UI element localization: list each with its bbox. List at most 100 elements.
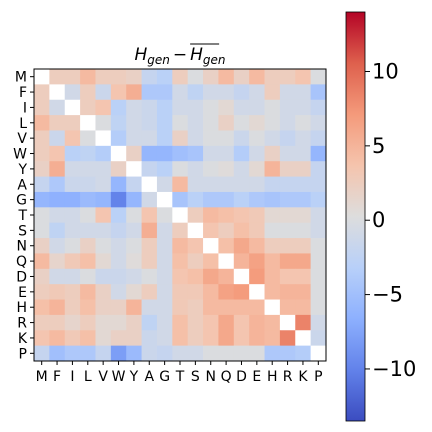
heatmap-cell bbox=[249, 222, 265, 239]
heatmap-cell bbox=[49, 145, 66, 162]
heatmap-cell bbox=[310, 299, 327, 316]
heatmap-cell bbox=[218, 268, 235, 285]
heatmap-cell bbox=[80, 115, 96, 131]
heatmap-cell bbox=[172, 253, 189, 270]
heatmap-cell bbox=[126, 253, 142, 270]
heatmap-cell bbox=[80, 268, 96, 285]
colorbar-tick-label: 0 bbox=[372, 208, 385, 232]
heatmap-cell bbox=[156, 345, 173, 362]
heatmap-cell bbox=[141, 176, 158, 193]
heatmap-cell bbox=[187, 161, 204, 177]
y-tick-label: A bbox=[17, 177, 27, 193]
heatmap-cell bbox=[95, 222, 112, 239]
x-tick-label: R bbox=[283, 369, 293, 385]
heatmap-cell bbox=[141, 238, 158, 254]
heatmap-cell bbox=[218, 176, 235, 193]
heatmap-cell bbox=[264, 238, 281, 254]
heatmap-cell bbox=[233, 314, 250, 331]
heatmap-cell bbox=[126, 84, 142, 101]
heatmap-cell bbox=[126, 191, 142, 208]
heatmap-cell bbox=[172, 284, 189, 300]
heatmap-cell bbox=[279, 130, 296, 147]
heatmap-cell bbox=[34, 222, 50, 239]
heatmap-cell bbox=[203, 207, 219, 224]
heatmap-cell bbox=[187, 238, 204, 254]
heatmap-cell bbox=[80, 330, 96, 347]
y-tick-label: H bbox=[16, 300, 27, 316]
x-tick-label: Q bbox=[221, 369, 232, 385]
heatmap-cell bbox=[187, 84, 204, 101]
heatmap-cell bbox=[249, 268, 265, 285]
heatmap-cell bbox=[64, 84, 81, 101]
heatmap-cell bbox=[264, 69, 281, 85]
heatmap-cell bbox=[110, 268, 127, 285]
heatmap-cell bbox=[295, 176, 312, 193]
heatmap-cell bbox=[203, 145, 219, 162]
heatmap-cell bbox=[172, 314, 189, 331]
heatmap-cell bbox=[156, 176, 173, 193]
heatmap-cell bbox=[187, 130, 204, 147]
x-tick-label: D bbox=[236, 369, 247, 385]
heatmap-cell bbox=[295, 268, 312, 285]
heatmap-cell bbox=[172, 191, 189, 208]
heatmap-cell bbox=[218, 253, 235, 270]
heatmap-cell bbox=[64, 314, 81, 331]
y-tick-label: T bbox=[17, 208, 27, 224]
heatmap-cell bbox=[49, 99, 66, 116]
heatmap-cell bbox=[218, 69, 235, 85]
heatmap-cell bbox=[249, 69, 265, 85]
heatmap-cell bbox=[203, 222, 219, 239]
heatmap-cell bbox=[172, 207, 189, 224]
heatmap-cell bbox=[126, 207, 142, 224]
heatmap-cell bbox=[203, 191, 219, 208]
heatmap-cell bbox=[126, 284, 142, 300]
heatmap-cell bbox=[172, 161, 189, 177]
heatmap-cell bbox=[279, 145, 296, 162]
heatmap-cell bbox=[264, 99, 281, 116]
heatmap-cell bbox=[218, 145, 235, 162]
heatmap-cell bbox=[249, 284, 265, 300]
heatmap-cell bbox=[172, 99, 189, 116]
heatmap-cell bbox=[279, 314, 296, 331]
y-tick-label: L bbox=[19, 116, 27, 132]
heatmap-cell bbox=[95, 330, 112, 347]
heatmap-cell bbox=[310, 222, 327, 239]
heatmap-cell bbox=[64, 238, 81, 254]
heatmap-cell bbox=[95, 115, 112, 131]
x-tick-label: H bbox=[267, 369, 278, 385]
heatmap-cell bbox=[172, 299, 189, 316]
y-tick-label: D bbox=[16, 269, 27, 285]
heatmap-cell bbox=[187, 145, 204, 162]
x-tick-label: A bbox=[144, 369, 154, 385]
heatmap-cell bbox=[64, 161, 81, 177]
heatmap-cell bbox=[203, 161, 219, 177]
heatmap-cell bbox=[80, 222, 96, 239]
heatmap-cell bbox=[110, 207, 127, 224]
heatmap-cell bbox=[279, 238, 296, 254]
heatmap-cell bbox=[310, 191, 327, 208]
heatmap-cell bbox=[156, 314, 173, 331]
heatmap-cell bbox=[64, 268, 81, 285]
heatmap-cell bbox=[49, 299, 66, 316]
heatmap-cell bbox=[187, 69, 204, 85]
heatmap-cell bbox=[295, 161, 312, 177]
heatmap-cell bbox=[203, 284, 219, 300]
y-tick-label: P bbox=[19, 346, 27, 362]
heatmap-cell bbox=[187, 115, 204, 131]
heatmap-cell bbox=[218, 161, 235, 177]
heatmap-cell bbox=[34, 176, 50, 193]
x-tick-label: T bbox=[175, 369, 185, 385]
heatmap-cell bbox=[249, 330, 265, 347]
heatmap-cell bbox=[295, 115, 312, 131]
heatmap-cell bbox=[233, 207, 250, 224]
heatmap-cell bbox=[64, 253, 81, 270]
heatmap-cell bbox=[279, 222, 296, 239]
heatmap-cell bbox=[49, 176, 66, 193]
heatmap-cell bbox=[34, 161, 50, 177]
heatmap-cell bbox=[141, 69, 158, 85]
heatmap-cell bbox=[34, 130, 50, 147]
heatmap-cell bbox=[249, 314, 265, 331]
heatmap-cell bbox=[295, 330, 312, 347]
heatmap-cell bbox=[156, 330, 173, 347]
heatmap-cell bbox=[310, 330, 327, 347]
